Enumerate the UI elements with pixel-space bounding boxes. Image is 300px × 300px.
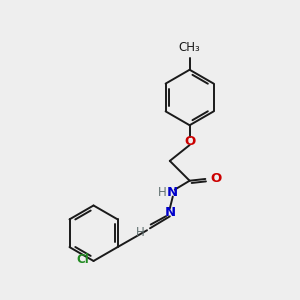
Text: Cl: Cl bbox=[77, 254, 90, 266]
Text: O: O bbox=[184, 135, 195, 148]
Text: H: H bbox=[158, 186, 167, 199]
Text: CH₃: CH₃ bbox=[179, 41, 200, 54]
Text: O: O bbox=[210, 172, 222, 185]
Text: N: N bbox=[164, 206, 175, 219]
Text: N: N bbox=[167, 186, 178, 199]
Text: H: H bbox=[136, 226, 145, 239]
